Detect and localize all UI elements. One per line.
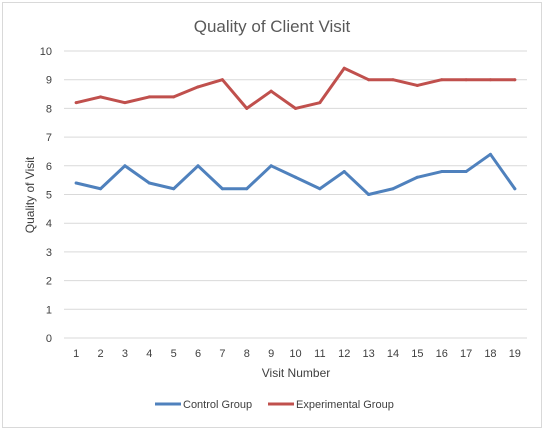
chart-title: Quality of Client Visit [194,17,351,36]
x-tick-label: 15 [411,348,423,360]
data-point [172,95,176,99]
x-tick-label: 2 [97,348,103,360]
x-tick-label: 4 [146,348,152,360]
data-point [342,170,346,174]
data-point [220,187,224,191]
data-point [294,175,297,179]
y-tick-label: 3 [46,247,52,259]
x-tick-label: 6 [195,348,201,360]
y-tick-label: 2 [46,276,52,288]
data-point [147,181,151,185]
chart-frame [2,2,542,428]
data-point [440,78,444,82]
data-point [245,187,249,191]
x-tick-label: 5 [171,348,177,360]
data-point [196,164,200,168]
data-point [342,66,346,70]
y-tick-label: 1 [46,304,52,316]
data-point [220,78,224,82]
data-point [269,164,273,168]
x-tick-label: 9 [268,348,274,360]
data-point [367,193,371,196]
x-tick-label: 10 [289,348,301,360]
data-point [123,164,127,168]
data-point [367,78,371,82]
data-point [318,187,322,191]
grid-lines [64,50,527,339]
data-point [391,78,395,82]
series-lines [74,66,517,196]
x-tick-label: 1 [73,348,79,360]
data-point [513,78,517,82]
data-point [269,89,273,93]
data-point [513,187,517,191]
x-axis-title: Visit Number [262,366,330,380]
data-point [488,152,492,156]
x-tick-label: 14 [387,348,399,360]
data-point [99,95,103,99]
data-point [123,101,127,105]
x-tick-label: 18 [484,348,496,360]
x-tick-label: 7 [219,348,225,360]
y-tick-label: 10 [40,46,52,58]
data-point [245,106,249,110]
data-point [391,187,395,191]
y-tick-label: 5 [46,190,52,202]
legend-label: Control Group [183,399,252,411]
legend-label: Experimental Group [296,399,394,411]
y-tick-label: 8 [46,103,52,115]
data-point [440,170,444,174]
x-tick-label: 13 [362,348,374,360]
data-point [318,101,322,105]
data-point [294,106,297,110]
x-tick-label: 12 [338,348,350,360]
data-point [196,85,200,89]
x-tick-label: 16 [436,348,448,360]
y-tick-label: 7 [46,132,52,144]
x-tick-label: 17 [460,348,472,360]
legend-item-experimental-group: Experimental Group [268,399,394,411]
series-line-control-group [74,152,517,196]
data-point [147,95,151,99]
legend: Control Group Experimental Group [155,399,394,411]
data-point [74,101,78,105]
y-axis-ticks: 0 1 2 3 4 5 6 7 8 9 10 [40,46,52,345]
y-tick-label: 9 [46,75,52,87]
x-tick-label: 8 [244,348,250,360]
data-point [74,181,78,185]
series-line-experimental-group [74,66,517,110]
legend-item-control-group: Control Group [155,399,252,411]
data-point [172,187,176,191]
data-point [415,175,419,179]
y-tick-label: 6 [46,161,52,173]
x-tick-label: 11 [314,348,325,360]
data-point [488,78,492,82]
data-point [464,170,468,174]
data-point [415,83,419,87]
data-point [99,187,103,191]
y-tick-label: 0 [46,333,52,345]
x-tick-label: 3 [122,348,128,360]
y-axis-title: Quality of Visit [23,156,37,233]
data-point [464,78,468,82]
x-axis-ticks: 1 2 3 4 5 6 7 8 9 10 11 12 13 14 15 16 17 18 19 [73,348,521,360]
x-tick-label: 19 [509,348,521,360]
y-tick-label: 4 [46,218,52,230]
